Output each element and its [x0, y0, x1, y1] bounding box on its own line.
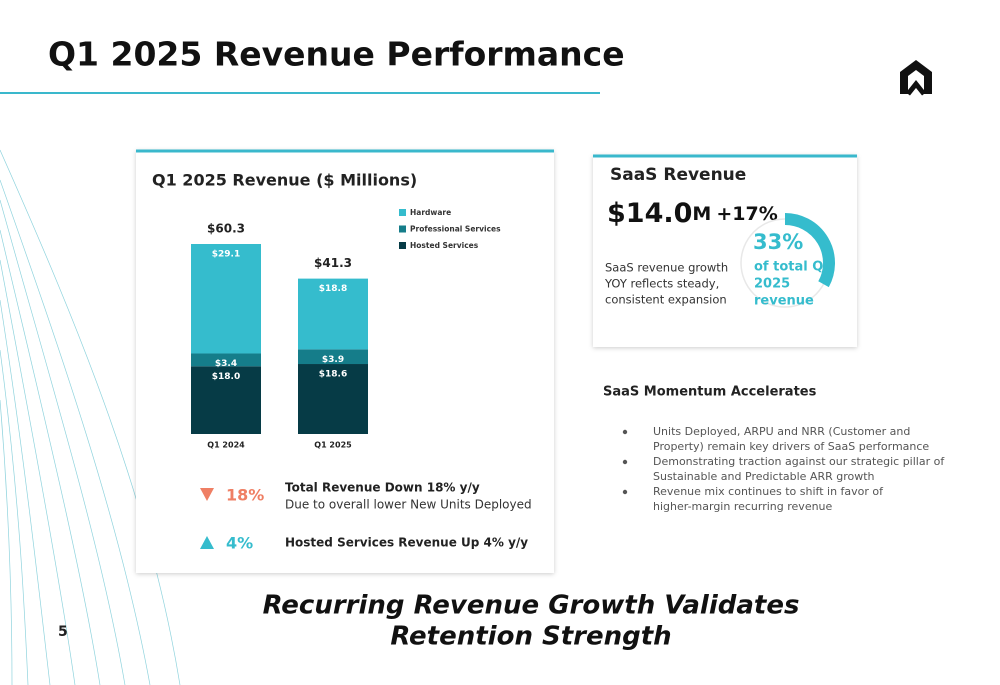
highlight-title: Total Revenue Down 18% y/y — [285, 481, 480, 495]
value-label: $18.6 — [319, 370, 347, 380]
bar-segment — [191, 366, 261, 434]
tagline: Retention Strength — [390, 622, 671, 652]
highlight-detail: Due to overall lower New Units Deployed — [285, 498, 532, 512]
value-label: $3.9 — [322, 355, 344, 365]
bullet-text: Property) remain key drivers of SaaS per… — [653, 440, 929, 453]
legend-label: Hosted Services — [410, 241, 479, 250]
chart-title: Q1 2025 Revenue ($ Millions) — [152, 171, 417, 190]
tagline: Recurring Revenue Growth Validates — [263, 591, 800, 621]
highlight-title: Hosted Services Revenue Up 4% y/y — [285, 536, 528, 550]
logo — [900, 60, 932, 96]
change: 18% — [226, 486, 264, 505]
legend-swatch — [399, 225, 406, 233]
value-label: $18.8 — [319, 284, 347, 294]
momentum-title: SaaS Momentum Accelerates — [603, 385, 817, 400]
share-caption: 2025 — [754, 277, 790, 292]
growth: +17% — [716, 203, 777, 225]
decor-lines — [0, 149, 181, 685]
amount: $14.0 — [607, 198, 692, 229]
total-label: $41.3 — [314, 256, 352, 270]
bar-segment — [191, 244, 261, 354]
legend-swatch — [399, 209, 406, 216]
x-tick-label: Q1 2025 — [314, 441, 352, 450]
bullet-text: higher-margin recurring revenue — [653, 500, 833, 513]
bullet — [622, 459, 628, 465]
slide-title: Q1 2025 Revenue Performance — [48, 35, 625, 74]
donut-segment — [784, 213, 835, 288]
page-number: 5 — [58, 624, 68, 640]
footer: Recurring Revenue Growth ValidatesRetent… — [263, 591, 800, 652]
saas-amount: $14.0M +17% — [607, 198, 778, 229]
trend-arrow — [200, 488, 214, 501]
saas-title: SaaS Revenue — [610, 165, 746, 185]
bar-segment — [298, 349, 368, 365]
bar-segment — [298, 364, 368, 434]
bullet — [622, 489, 628, 495]
legend-swatch — [399, 242, 406, 249]
bar-segment — [191, 353, 261, 367]
trend-arrow — [200, 536, 214, 549]
bullet-text: Units Deployed, ARPU and NRR (Customer a… — [653, 425, 910, 438]
saas-card — [593, 155, 857, 347]
saas-description: SaaS revenue growth — [605, 261, 728, 275]
value-label: $29.1 — [212, 250, 240, 260]
bullet — [622, 429, 628, 435]
bullet-text: Sustainable and Predictable ARR growth — [653, 470, 875, 483]
saas-detail: SaaS revenue growth YOY reflects steady, c… — [604, 213, 835, 309]
legend-label: Hardware — [410, 208, 451, 217]
share-caption: of total Q1 — [754, 260, 832, 275]
legend-label: Professional Services — [410, 225, 501, 234]
value-label: $3.4 — [215, 359, 237, 369]
saas-description: consistent expansion — [605, 293, 727, 307]
chart: $18.0 $3.4 $29.1 $60.3 Q1 2024 $18.6 $3.9 $18.8… — [191, 208, 501, 450]
share-caption: revenue — [754, 294, 814, 309]
unit: M — [692, 203, 711, 225]
share-label: 33% — [753, 230, 803, 254]
change: 4% — [226, 534, 253, 553]
highlights: 18% Total Revenue Down 18% y/y Due to over… — [200, 481, 532, 553]
value-label: $18.0 — [212, 372, 240, 382]
saas-description: YOY reflects steady, — [604, 277, 719, 291]
bullet-text: Revenue mix continues to shift in favor … — [653, 485, 884, 498]
bullet-text: Demonstrating traction against our strat… — [653, 455, 945, 468]
momentum-bullets: Units Deployed, ARPU and NRR (Customer a… — [622, 425, 945, 513]
x-tick-label: Q1 2024 — [207, 441, 245, 450]
bar-segment — [298, 278, 368, 350]
total-label: $60.3 — [207, 222, 245, 236]
